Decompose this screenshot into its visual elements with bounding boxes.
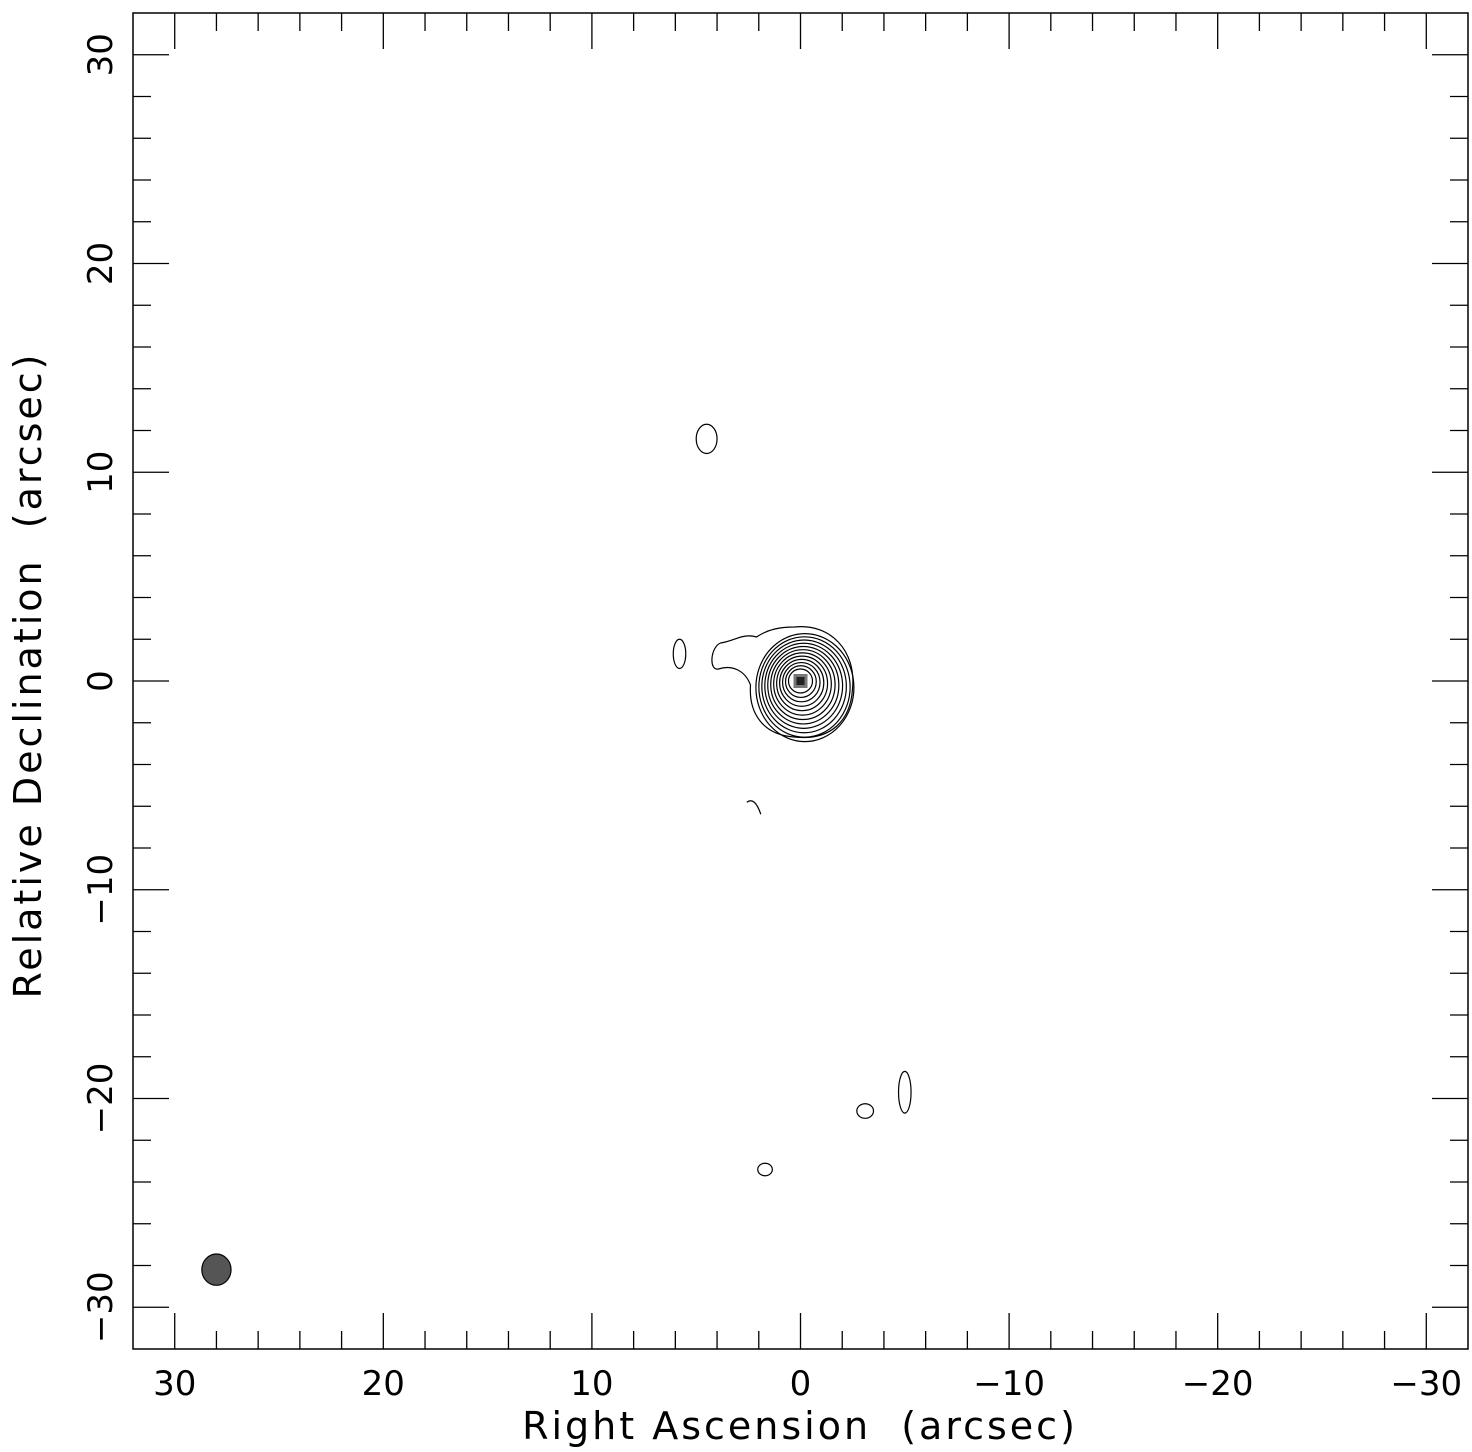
- noise-contour: [897, 1070, 912, 1114]
- contour-arc: [746, 800, 762, 815]
- noise-contour: [856, 1103, 875, 1119]
- y-tick-label: 20: [81, 242, 121, 285]
- x-tick-label: −10: [973, 1364, 1045, 1404]
- beam-ellipse: [201, 1253, 232, 1286]
- peak-pixel: [796, 677, 805, 685]
- x-tick-label: −20: [1182, 1364, 1254, 1404]
- contours: [201, 423, 912, 1286]
- y-tick-label: 10: [81, 451, 121, 494]
- y-tick-label: 30: [81, 33, 121, 76]
- x-tick-label: 0: [790, 1364, 812, 1404]
- tick-labels: 30 20 10 0 −10 −20 −30 30 20 10 0 −10 −20 −30: [81, 33, 1462, 1404]
- contour-level: [755, 632, 855, 743]
- plot-frame: [132, 12, 1469, 1350]
- contour-level: [781, 661, 821, 703]
- x-tick-label: −30: [1390, 1364, 1462, 1404]
- axis-ticks: [133, 13, 1468, 1349]
- contour-level: [776, 655, 829, 712]
- contour-level: [784, 665, 817, 699]
- y-tick-label: −20: [81, 1063, 121, 1135]
- y-tick-label: 0: [81, 670, 121, 692]
- contour-level: [779, 658, 825, 707]
- contour-outer: [711, 626, 854, 739]
- noise-contour: [757, 1162, 773, 1177]
- contour-level: [761, 639, 847, 734]
- x-tick-label: 30: [153, 1364, 196, 1404]
- y-axis-label-wrap: Relative Declination (arcsec): [6, 0, 50, 1350]
- y-tick-label: −30: [81, 1271, 121, 1343]
- contour-level: [764, 642, 844, 729]
- x-axis-label: Right Ascension (arcsec): [522, 1404, 1078, 1448]
- x-tick-label: 10: [570, 1364, 613, 1404]
- contour-level: [767, 645, 840, 725]
- x-tick-label: 20: [362, 1364, 405, 1404]
- y-axis-label: Relative Declination (arcsec): [6, 351, 50, 999]
- contour-level: [773, 652, 832, 716]
- contour-level: [770, 649, 836, 721]
- noise-contour: [695, 423, 718, 455]
- noise-contour: [672, 638, 687, 670]
- y-tick-label: −10: [81, 854, 121, 926]
- contour-level: [787, 668, 814, 694]
